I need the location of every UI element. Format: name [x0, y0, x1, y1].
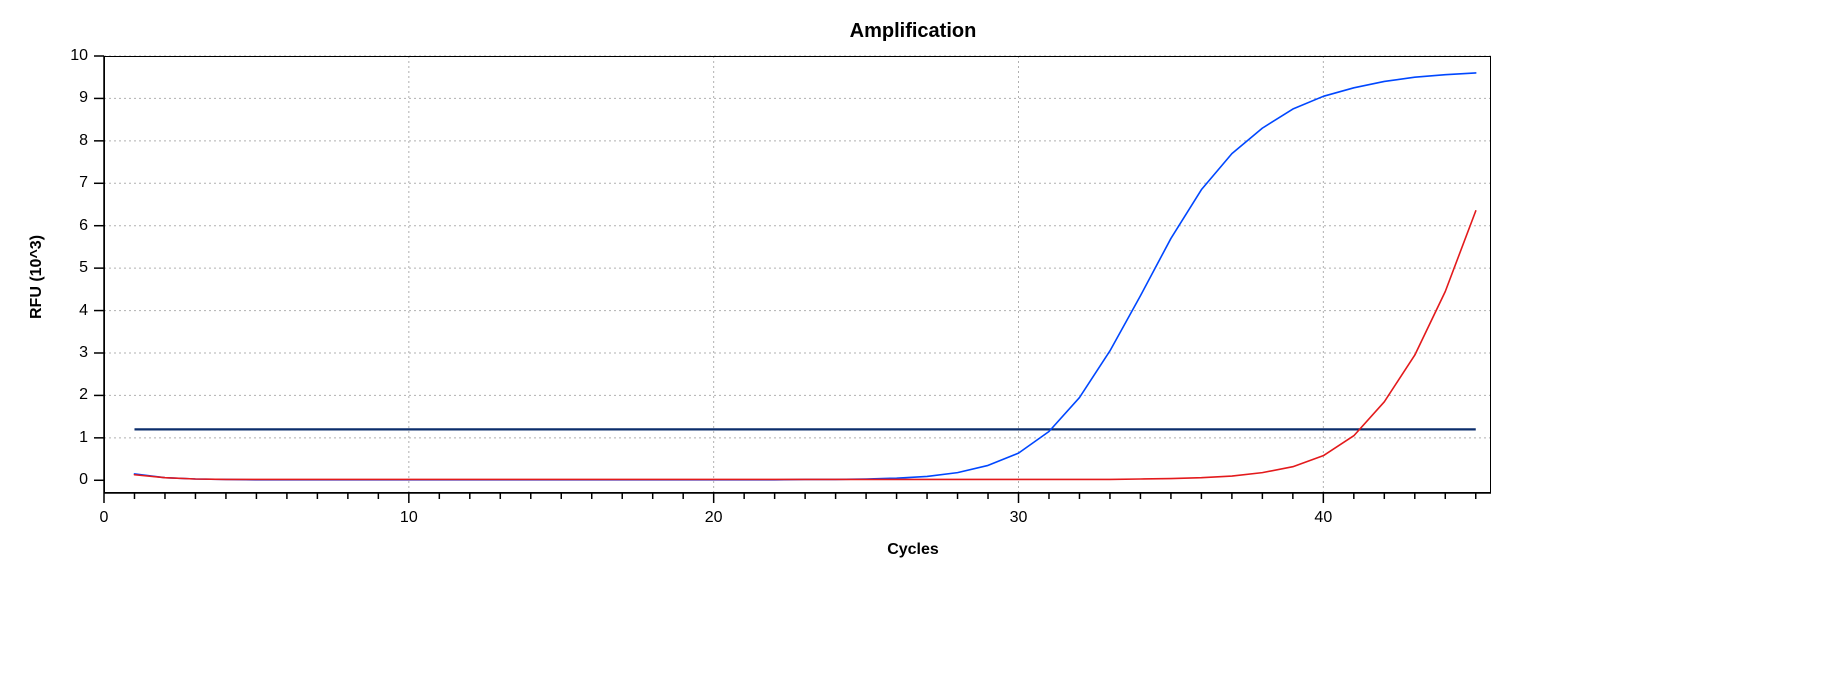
amplification-chart: Amplification RFU (10^3) Cycles 01020304… — [0, 0, 1826, 699]
x-tick-label: 0 — [100, 509, 109, 527]
series-blue — [134, 73, 1475, 480]
x-tick-label: 40 — [1314, 509, 1332, 527]
y-tick-label: 9 — [79, 89, 88, 107]
y-tick-label: 1 — [79, 429, 88, 447]
y-tick-label: 0 — [79, 471, 88, 489]
x-tick-label: 10 — [400, 509, 418, 527]
plot-svg — [104, 56, 1491, 493]
plot-area — [104, 56, 1491, 493]
x-axis-label: Cycles — [0, 541, 1826, 559]
y-tick-label: 6 — [79, 217, 88, 235]
series-red — [134, 211, 1475, 480]
chart-title: Amplification — [0, 20, 1826, 43]
y-axis-label: RFU (10^3) — [28, 234, 46, 318]
y-tick-label: 2 — [79, 386, 88, 404]
y-tick-label: 5 — [79, 259, 88, 277]
y-tick-label: 4 — [79, 302, 88, 320]
y-tick-label: 3 — [79, 344, 88, 362]
y-tick-label: 7 — [79, 174, 88, 192]
y-tick-label: 8 — [79, 132, 88, 150]
x-tick-label: 30 — [1010, 509, 1028, 527]
x-tick-label: 20 — [705, 509, 723, 527]
y-tick-label: 10 — [70, 47, 88, 65]
